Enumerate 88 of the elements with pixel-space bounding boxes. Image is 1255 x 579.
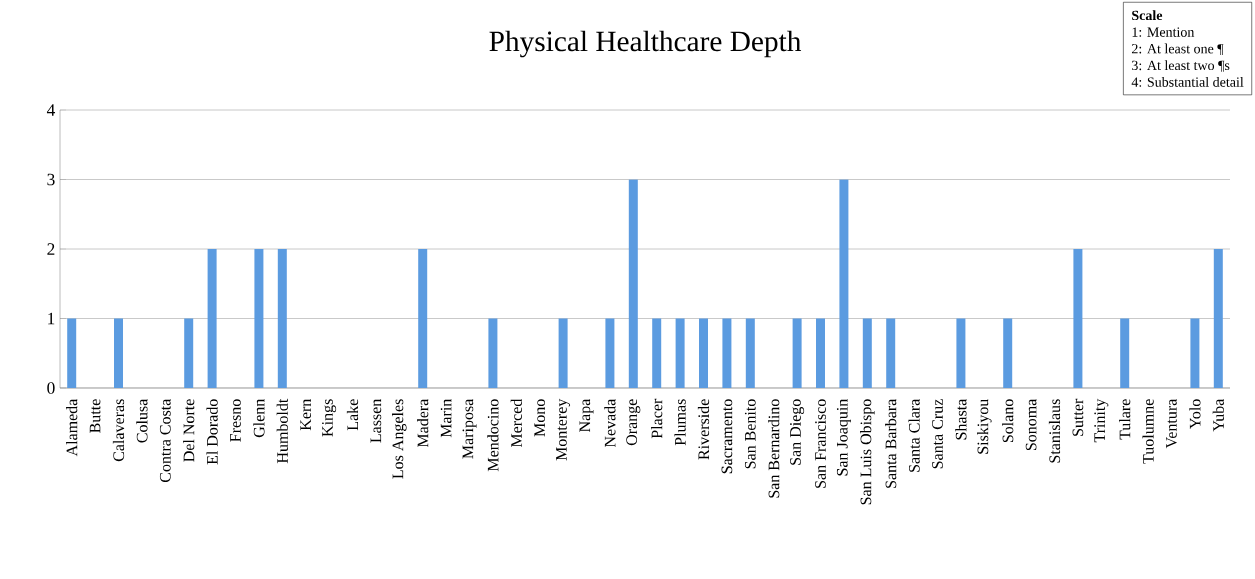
bar	[488, 318, 498, 388]
x-tick-label: Madera	[417, 398, 429, 448]
bar	[745, 318, 755, 388]
x-tick-label: Santa Clara	[908, 398, 920, 472]
x-tick-label: Marin	[440, 398, 452, 438]
x-tick-label: Sutter	[1072, 398, 1084, 436]
x-tick-label: Nevada	[604, 398, 616, 448]
bar	[886, 318, 896, 388]
bar	[862, 318, 872, 388]
x-tick-label: Colusa	[136, 398, 148, 443]
x-tick-label: Riverside	[697, 399, 710, 460]
bar	[628, 179, 638, 388]
x-tick-label: Alameda	[66, 398, 78, 457]
x-tick-label: Merced	[510, 398, 522, 448]
x-tick-label: Fresno	[230, 399, 241, 442]
x-tick-label: Humboldt	[276, 398, 288, 464]
x-tick-label: Santa Cruz	[932, 399, 943, 469]
x-tick-label: Trinity	[1094, 398, 1109, 443]
bar	[816, 318, 826, 388]
x-tick-label: Los Angeles	[392, 399, 407, 479]
bar	[1120, 318, 1130, 388]
bar	[558, 318, 568, 388]
x-tick-label: Tulare	[1119, 399, 1131, 440]
bar	[207, 249, 217, 388]
y-tick-label: 1	[48, 312, 55, 325]
bar	[1213, 249, 1223, 388]
x-tick-label: Shasta	[955, 398, 967, 440]
text: Scale	[1132, 10, 1163, 21]
x-tick-label: San Joaquin	[836, 398, 851, 476]
x-tick-label: El Dorado	[206, 399, 218, 465]
x-tick-label: Butte	[89, 399, 101, 433]
text: 3: At least two ¶s	[1132, 60, 1230, 72]
y-tick-label: 2	[47, 243, 55, 255]
bar	[792, 318, 802, 388]
x-tick-label: Mono	[534, 399, 546, 437]
bar	[605, 318, 615, 388]
x-tick-label: Tuolumne	[1142, 399, 1154, 464]
bar	[675, 318, 685, 388]
bar	[277, 249, 287, 388]
x-tick-label: Monterey	[556, 398, 571, 461]
bar	[254, 249, 264, 388]
x-tick-label: Napa	[579, 398, 594, 433]
x-tick-label: Placer	[651, 398, 663, 439]
bar	[722, 318, 732, 388]
x-tick-label: Santa Barbara	[885, 398, 897, 488]
y-tick-label: 0	[47, 382, 55, 394]
bar	[699, 318, 709, 388]
x-tick-label: Del Norte	[183, 399, 195, 462]
x-tick-label: San Diego	[790, 399, 805, 465]
x-tick-label: Mendocino	[487, 399, 499, 472]
x-tick-label: Contra Costa	[159, 398, 171, 483]
bar	[184, 318, 194, 388]
bar	[652, 318, 662, 388]
y-tick-label: 4	[46, 104, 56, 116]
x-tick-label: Siskiyou	[977, 398, 992, 454]
bar	[956, 318, 966, 388]
x-tick-label: Orange	[626, 399, 641, 446]
x-tick-label: Stanislaus	[1048, 399, 1061, 463]
bar	[1190, 318, 1200, 388]
x-tick-label: San Luis Obispo	[860, 399, 875, 505]
x-tick-label: Lake	[346, 399, 359, 431]
text: 1: Mention	[1132, 27, 1195, 37]
x-tick-label: Calaveras	[112, 399, 125, 462]
bar	[839, 179, 849, 388]
text: 2: At least one ¶	[1131, 43, 1224, 56]
x-tick-label: Kings	[322, 399, 337, 437]
x-tick-label: Plumas	[674, 399, 686, 446]
bar	[1073, 249, 1083, 388]
bar	[418, 249, 428, 388]
x-tick-label: Solano	[1002, 399, 1014, 443]
x-tick-label: Mariposa	[462, 398, 477, 459]
bar	[1003, 318, 1013, 388]
bar	[114, 318, 124, 388]
x-tick-label: San Bernardino	[768, 399, 780, 498]
x-tick-label: Yolo	[1189, 399, 1201, 429]
x-tick-label: Lassen	[370, 398, 382, 443]
bar	[67, 318, 77, 388]
y-tick-label: 3	[47, 173, 55, 186]
text: 4: Substantial detail	[1131, 76, 1244, 87]
x-tick-label: San Francisco	[815, 399, 826, 488]
x-tick-label: Sacramento	[721, 399, 733, 474]
chart-title: Physical Healthcare Depth	[489, 30, 802, 58]
x-tick-label: Sonoma	[1025, 398, 1037, 451]
x-tick-label: San Benito	[744, 399, 756, 469]
x-tick-label: Yuba	[1212, 398, 1224, 432]
x-tick-label: Ventura	[1166, 398, 1177, 449]
x-tick-label: Kern	[300, 398, 312, 431]
x-tick-label: Glenn	[253, 398, 265, 438]
